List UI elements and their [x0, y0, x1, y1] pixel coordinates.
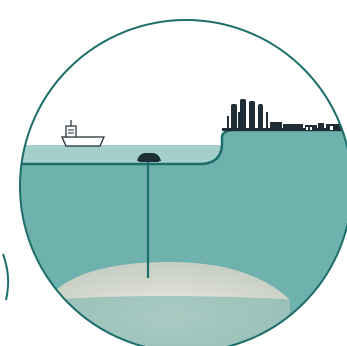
scene-circle-outline: [19, 19, 347, 346]
subsea-template: [137, 153, 161, 162]
ship-icon: [60, 120, 106, 147]
reservoir-mound-base: [45, 296, 300, 346]
left-circle-arc: [2, 253, 10, 301]
onshore-processing-plant: [222, 99, 347, 131]
